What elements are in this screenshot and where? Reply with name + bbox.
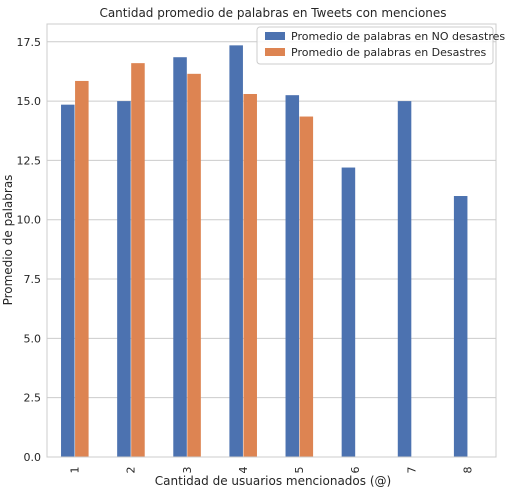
bar-no-desastres-8 — [453, 196, 468, 457]
y-tick-label: 7.5 — [24, 273, 42, 286]
legend-label: Promedio de palabras en NO desastres — [291, 30, 505, 43]
x-tick-label: 7 — [405, 467, 418, 474]
bar-no-desastres-1 — [61, 104, 75, 458]
legend: Promedio de palabras en NO desastres Prom… — [256, 26, 505, 65]
x-tick-label: 8 — [461, 467, 474, 474]
bar-no-desastres-2 — [117, 101, 131, 457]
bar-desastres-2 — [131, 63, 145, 457]
y-tick-label: 15.0 — [17, 95, 42, 108]
y-tick-label: 2.5 — [24, 392, 42, 405]
bar-no-desastres-6 — [341, 167, 356, 457]
legend-swatch — [265, 32, 285, 40]
y-tick-label: 10.0 — [17, 214, 42, 227]
bar-desastres-1 — [75, 80, 89, 457]
y-axis-label: Promedio de palabras — [1, 175, 15, 306]
x-tick-label: 3 — [181, 467, 194, 474]
x-tick-label: 4 — [237, 467, 250, 474]
plot-frame — [46, 23, 497, 458]
x-tick-label: 6 — [349, 467, 362, 474]
bar-no-desastres-5 — [285, 95, 300, 457]
y-tick-label: 5.0 — [24, 332, 42, 345]
y-tick-label: 12.5 — [17, 154, 42, 167]
legend-box — [256, 26, 494, 65]
x-tick-label: 1 — [69, 467, 82, 474]
x-tick-label: 5 — [293, 467, 306, 474]
x-tick-labels: 1 2 3 4 5 6 7 8 — [69, 467, 475, 474]
bar-desastres-3 — [187, 73, 201, 458]
y-tick-label: 17.5 — [17, 36, 42, 49]
chart-title: Cantidad promedio de palabras en Tweets … — [99, 6, 446, 20]
bar-no-desastres-4 — [229, 45, 243, 457]
bar-no-desastres-7 — [397, 101, 412, 457]
y-tick-labels: 0.0 2.5 5.0 7.5 10.0 12.5 15.0 17.5 — [17, 36, 42, 464]
legend-swatch — [265, 48, 285, 56]
bar-no-desastres-3 — [173, 57, 187, 458]
bar-desastres-5 — [299, 116, 314, 458]
x-axis-label: Cantidad de usuarios mencionados (@) — [155, 474, 391, 488]
x-tick-label: 2 — [125, 467, 138, 474]
bars — [61, 45, 468, 458]
y-tick-label: 0.0 — [24, 451, 42, 464]
bar-desastres-4 — [243, 93, 257, 457]
legend-label: Promedio de palabras en Desastres — [291, 46, 486, 59]
